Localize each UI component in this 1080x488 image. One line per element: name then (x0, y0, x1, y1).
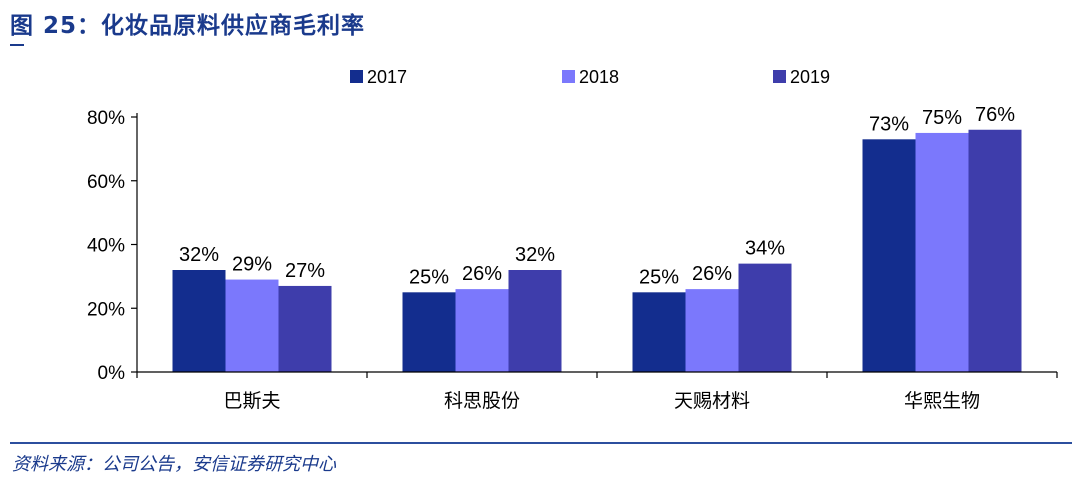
x-category-label: 巴斯夫 (223, 390, 280, 412)
bar (278, 285, 332, 372)
data-label: 29% (232, 254, 272, 276)
y-tick-label: 20% (87, 299, 125, 320)
bar (172, 270, 226, 372)
figure-title: 图 25：化妆品原料供应商毛利率 (10, 13, 366, 39)
y-tick-label: 60% (87, 172, 125, 193)
title-rule (10, 44, 24, 46)
legend-label: 2017 (367, 67, 407, 87)
data-label: 75% (922, 107, 962, 129)
source-note: 资料来源：公司公告，安信证券研究中心 (12, 454, 336, 475)
legend-swatch (773, 70, 786, 83)
bar (862, 139, 916, 372)
bar (508, 270, 562, 372)
data-label: 27% (285, 260, 325, 282)
bar (455, 289, 509, 372)
y-tick-label: 0% (98, 363, 126, 384)
legend-label: 2018 (579, 67, 619, 87)
data-label: 73% (869, 113, 909, 135)
bar (738, 263, 792, 372)
y-tick-label: 40% (87, 236, 125, 257)
y-axis: 0% 20% 40% 60% 80% (87, 108, 138, 384)
legend: 2017 2018 2019 (350, 67, 830, 87)
bars (172, 129, 1022, 372)
bar (915, 132, 969, 372)
data-label: 32% (515, 244, 555, 266)
data-labels: 32% 29% 27% 25% 26% 32% 25% 26% 34% 73% 75% 76% (179, 104, 1015, 289)
bar (402, 292, 456, 372)
y-tick-label: 80% (87, 108, 125, 129)
bar (225, 279, 279, 372)
x-category-label: 华熙生物 (904, 390, 980, 412)
data-label: 76% (975, 104, 1015, 126)
data-label: 26% (462, 263, 502, 285)
x-category-label: 天赐材料 (674, 390, 750, 412)
x-axis: 巴斯夫 科思股份 天赐材料 华熙生物 (136, 371, 1058, 412)
x-category-label: 科思股份 (444, 390, 520, 412)
bar (685, 289, 739, 372)
legend-label: 2019 (790, 67, 830, 87)
data-label: 34% (745, 238, 785, 260)
bar (968, 129, 1022, 372)
data-label: 25% (639, 266, 679, 288)
data-label: 32% (179, 244, 219, 266)
legend-swatch (562, 70, 575, 83)
data-label: 26% (692, 263, 732, 285)
data-label: 25% (409, 266, 449, 288)
source-rule (10, 442, 1072, 444)
legend-swatch (350, 70, 363, 83)
bar-chart: 2017 2018 2019 0% 20% 40% 60% 80% 32% 29% 27% 25%… (87, 67, 1058, 412)
bar (632, 292, 686, 372)
